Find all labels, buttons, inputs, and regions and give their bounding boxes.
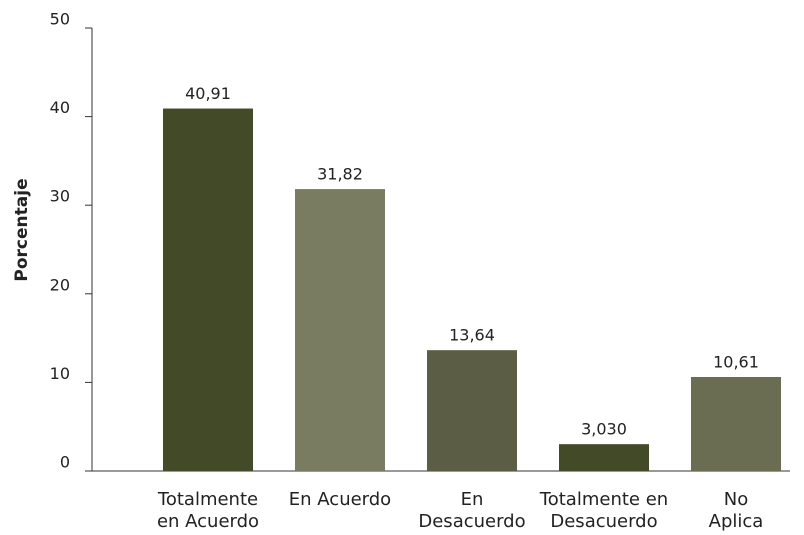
y-tick-label: 40 xyxy=(50,98,70,117)
y-tick-label: 0 xyxy=(60,453,70,472)
y-tick-label: 10 xyxy=(50,364,70,383)
bar xyxy=(163,108,253,471)
y-tick-label: 30 xyxy=(50,187,70,206)
x-tick-label: Desacuerdo xyxy=(418,511,525,532)
y-tick-label: 20 xyxy=(50,275,70,294)
x-tick-label: en Acuerdo xyxy=(157,511,259,532)
data-label: 40,91 xyxy=(185,84,231,103)
data-label: 13,64 xyxy=(449,326,495,345)
data-label: 3,030 xyxy=(581,420,627,439)
bar xyxy=(559,444,649,471)
bar xyxy=(427,350,517,471)
x-tick-label: Aplica xyxy=(709,511,764,532)
bar xyxy=(295,189,385,471)
bar xyxy=(691,376,781,471)
x-tick-label: En xyxy=(461,489,484,510)
y-axis-label: Porcentaje xyxy=(12,178,32,281)
data-label: 10,61 xyxy=(713,352,759,371)
x-tick-label: Desacuerdo xyxy=(550,511,657,532)
x-tick-label: Totalmente en xyxy=(539,489,668,510)
y-tick-label: 50 xyxy=(50,10,70,29)
data-label: 31,82 xyxy=(317,165,363,184)
x-tick-label: Totalmente xyxy=(157,489,258,510)
x-tick-label: No xyxy=(724,489,748,510)
x-tick-label: En Acuerdo xyxy=(289,489,391,510)
